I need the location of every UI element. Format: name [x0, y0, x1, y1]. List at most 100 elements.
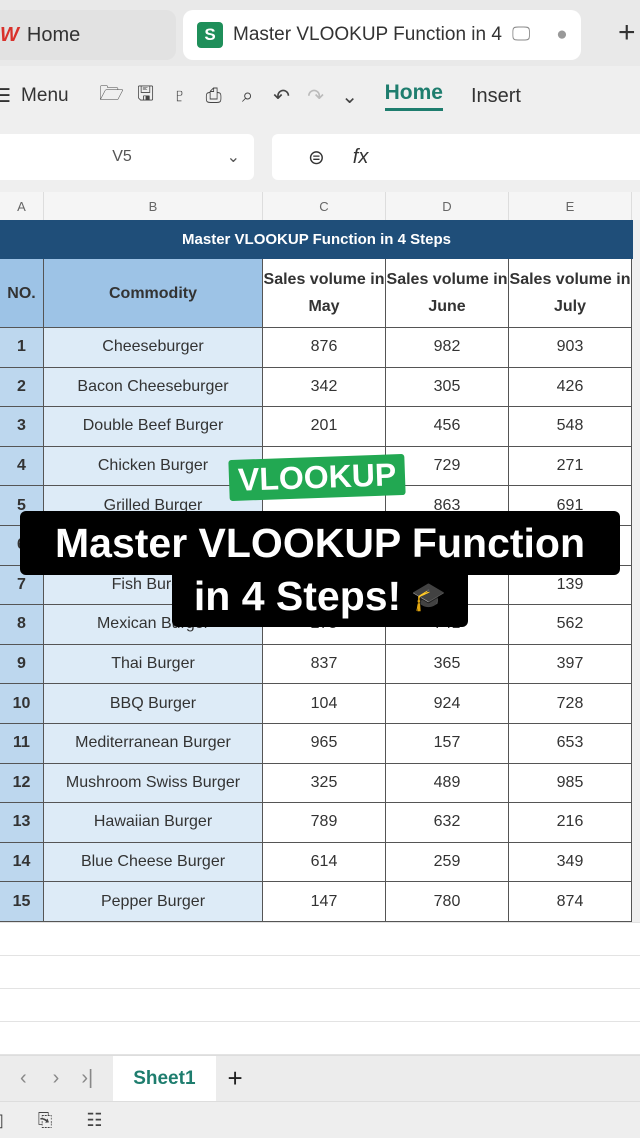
column-header[interactable]: D	[386, 192, 509, 220]
table-cell[interactable]: 14	[0, 842, 44, 883]
column-header[interactable]: C	[263, 192, 386, 220]
new-tab-button[interactable]: +	[618, 16, 636, 49]
table-cell[interactable]: 157	[386, 723, 509, 764]
table-cell[interactable]: Mediterranean Burger	[44, 723, 263, 764]
table-cell[interactable]: 548	[509, 407, 632, 447]
table-row: 15 Pepper Burger 147 780 874	[0, 882, 633, 922]
table-cell[interactable]: 562	[509, 605, 632, 645]
header-cell[interactable]: Sales volume in May	[263, 259, 386, 328]
table-cell[interactable]: Cheeseburger	[44, 328, 263, 368]
fx-icon[interactable]: fx	[352, 145, 369, 168]
chevron-down-icon[interactable]: ⌄	[341, 85, 358, 108]
table-cell[interactable]: 147	[263, 882, 386, 922]
menu-button[interactable]: Menu	[21, 85, 69, 106]
table-cell[interactable]: 903	[509, 328, 632, 368]
page-layout-icon[interactable]: ☷	[86, 1109, 103, 1130]
table-cell[interactable]: Pepper Burger	[44, 882, 263, 922]
save-icon[interactable]: 🖫	[137, 83, 155, 105]
sheet-tab-sheet1[interactable]: Sheet1	[113, 1055, 216, 1102]
last-sheet-icon[interactable]: ›|	[81, 1067, 94, 1089]
table-cell[interactable]: 982	[386, 328, 509, 368]
print-icon[interactable]: ⎙	[205, 84, 222, 107]
table-cell[interactable]: 924	[386, 684, 509, 724]
table-cell[interactable]: 614	[263, 842, 386, 883]
table-cell[interactable]: 632	[386, 803, 509, 843]
table-cell[interactable]: 12	[0, 763, 44, 804]
table-cell[interactable]: 325	[263, 763, 386, 804]
prev-sheet-icon[interactable]: ‹	[20, 1067, 27, 1089]
table-cell[interactable]: 837	[263, 644, 386, 685]
zoom-icon[interactable]: ⊜	[308, 146, 325, 169]
menu-icon[interactable]: ☰	[0, 85, 12, 107]
header-cell[interactable]: Commodity	[44, 259, 263, 328]
ribbon-tab-home[interactable]: Home	[384, 81, 443, 111]
table-cell[interactable]: 426	[509, 367, 632, 408]
table-cell[interactable]: Bacon Cheeseburger	[44, 367, 263, 408]
undo-icon[interactable]: ↶	[273, 85, 290, 108]
table-cell[interactable]: Hawaiian Burger	[44, 803, 263, 843]
table-cell[interactable]: 365	[386, 644, 509, 685]
table-cell[interactable]: 11	[0, 723, 44, 764]
table-cell[interactable]: Thai Burger	[44, 644, 263, 685]
table-cell[interactable]: 305	[386, 367, 509, 408]
format-painter-icon[interactable]: ♇	[172, 84, 188, 107]
table-cell[interactable]: 259	[386, 842, 509, 883]
table-cell[interactable]: 789	[263, 803, 386, 843]
header-cell[interactable]: Sales volume in June	[386, 259, 509, 328]
next-sheet-icon[interactable]: ›	[52, 1067, 60, 1089]
tab-home[interactable]: W Home	[0, 10, 176, 60]
column-header[interactable]: B	[44, 192, 263, 220]
table-cell[interactable]: 104	[263, 684, 386, 724]
table-cell[interactable]: Double Beef Burger	[44, 407, 263, 447]
table-row: 10 BBQ Burger 104 924 728	[0, 684, 633, 724]
table-title[interactable]: Master VLOOKUP Function in 4 Steps	[0, 220, 633, 259]
table-cell[interactable]: 8	[0, 605, 44, 645]
table-cell[interactable]: 1	[0, 328, 44, 368]
table-cell[interactable]: 965	[263, 723, 386, 764]
table-cell[interactable]: 342	[263, 367, 386, 408]
graduation-cap-icon: 🎓	[411, 580, 447, 612]
table-cell[interactable]: 4	[0, 446, 44, 487]
table-cell[interactable]: 349	[509, 842, 632, 883]
table-cell[interactable]: 15	[0, 882, 44, 922]
table-cell[interactable]: 2	[0, 367, 44, 408]
table-cell[interactable]: 271	[509, 446, 632, 487]
table-cell[interactable]: BBQ Burger	[44, 684, 263, 724]
formula-input[interactable]: ⊜ fx	[272, 134, 640, 180]
table-cell[interactable]: 653	[509, 723, 632, 764]
table-cell[interactable]: 874	[509, 882, 632, 922]
header-cell[interactable]: Sales volume in July	[509, 259, 632, 328]
table-cell[interactable]: 780	[386, 882, 509, 922]
table-cell[interactable]: Mushroom Swiss Burger	[44, 763, 263, 804]
ribbon-tab-insert[interactable]: Insert	[470, 84, 521, 107]
table-cell[interactable]: 456	[386, 407, 509, 447]
add-sheet-button[interactable]: +	[227, 1063, 243, 1093]
table-cell[interactable]: 10	[0, 684, 44, 724]
table-cell[interactable]: 876	[263, 328, 386, 368]
toolbar: ☰ Menu 🗁 🖫 ♇ ⎙ ⌕ ↶ ↷ ⌄ Home Insert	[0, 66, 640, 126]
column-header[interactable]: E	[509, 192, 632, 220]
table-cell[interactable]: 3	[0, 407, 44, 447]
table-cell[interactable]: 489	[386, 763, 509, 804]
tab-document[interactable]: S Master VLOOKUP Function in 4 🖵 ●	[183, 10, 581, 60]
table-cell[interactable]: 9	[0, 644, 44, 685]
macro-icon[interactable]: ⎘	[37, 1109, 53, 1130]
column-header[interactable]: A	[0, 192, 44, 220]
empty-rows[interactable]	[0, 921, 640, 1055]
redo-icon[interactable]: ↷	[307, 85, 324, 108]
table-cell[interactable]: 13	[0, 803, 44, 843]
table-cell[interactable]: Chicken Burger	[44, 446, 263, 487]
name-box[interactable]: V5 ⌄	[0, 134, 254, 180]
open-folder-icon[interactable]: 🗁	[99, 83, 124, 105]
chevron-down-icon[interactable]: ⌄	[226, 149, 240, 166]
table-cell[interactable]: 201	[263, 407, 386, 447]
table-cell[interactable]: 397	[509, 644, 632, 685]
table-cell[interactable]: 216	[509, 803, 632, 843]
table-cell[interactable]: Blue Cheese Burger	[44, 842, 263, 883]
page-view-icon[interactable]: ▯	[0, 1110, 4, 1131]
print-preview-icon[interactable]: ⌕	[241, 84, 254, 107]
table-cell[interactable]: 729	[386, 446, 509, 487]
header-cell[interactable]: NO.	[0, 259, 44, 328]
table-cell[interactable]: 728	[509, 684, 632, 724]
table-cell[interactable]: 985	[509, 763, 632, 804]
